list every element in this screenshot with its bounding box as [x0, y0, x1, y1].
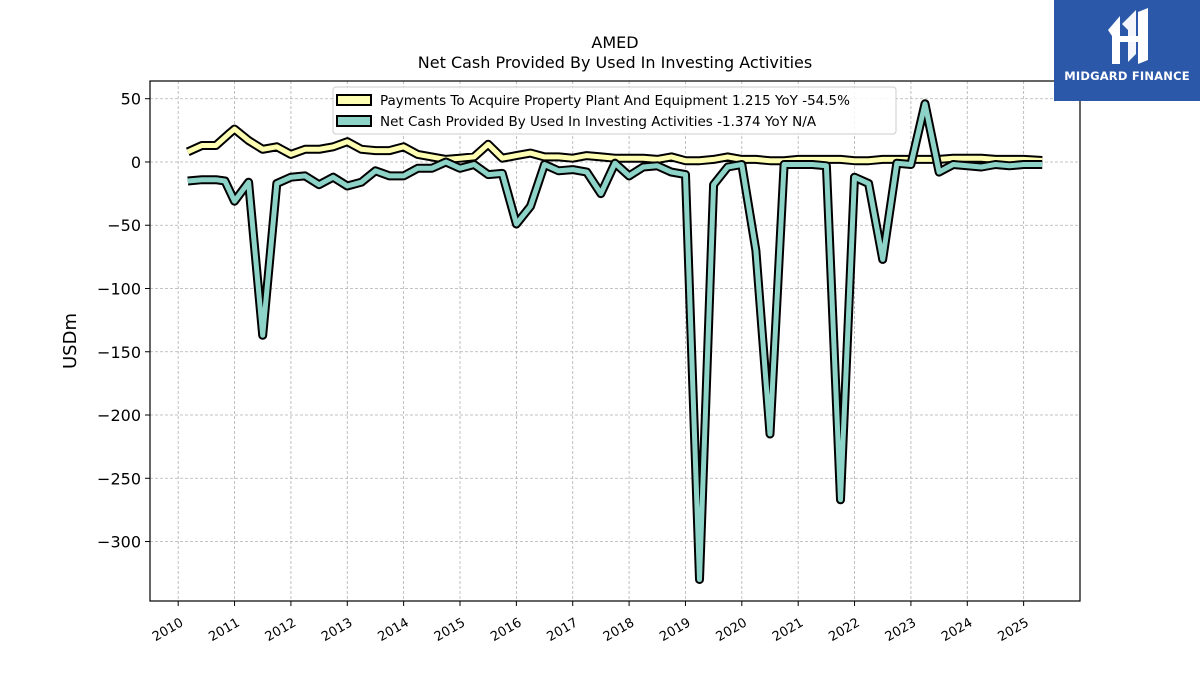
- x-tick-label: 2025: [995, 615, 1031, 645]
- legend-entry-label: Payments To Acquire Property Plant And E…: [380, 93, 850, 109]
- legend-entry-label: Net Cash Provided By Used In Investing A…: [380, 114, 817, 130]
- y-tick-label: −300: [97, 533, 141, 552]
- logo-text: MIDGARD FINANCE: [1064, 69, 1190, 83]
- x-tick-label: 2020: [714, 615, 750, 645]
- legend-swatch: [336, 94, 372, 106]
- x-tick-label: 2016: [488, 615, 524, 645]
- y-tick-label: −250: [97, 469, 141, 488]
- y-tick-label: −200: [97, 406, 141, 425]
- x-tick-label: 2024: [939, 615, 975, 645]
- y-axis: 50 0 −50 −100 −150 −200 −250 −300: [97, 90, 150, 552]
- y-axis-label: USDm: [60, 313, 81, 369]
- y-tick-label: −150: [97, 343, 141, 362]
- legend-swatch: [336, 115, 372, 127]
- x-tick-label: 2015: [432, 615, 468, 645]
- series-2-line: [187, 101, 1043, 582]
- legend: Payments To Acquire Property Plant And E…: [332, 86, 897, 135]
- series-lines: [185, 99, 1043, 584]
- x-tick-label: 2017: [545, 615, 581, 645]
- midgard-finance-logo: MIDGARD FINANCE: [1054, 0, 1200, 101]
- x-tick-label: 2021: [770, 615, 806, 645]
- x-axis: 2010 2011 2012 2013 2014 2015 2016 2017 2018 2019…: [150, 601, 1032, 645]
- x-tick-label: 2023: [883, 615, 919, 645]
- x-tick-label: 2018: [601, 615, 637, 645]
- x-tick-label: 2012: [263, 615, 299, 645]
- midgard-logo-icon: [1108, 8, 1148, 64]
- series-2-outline: [187, 99, 1043, 584]
- legend-box: [332, 86, 897, 135]
- chart-title: AMED: [591, 33, 638, 52]
- plot-frame: [149, 80, 1081, 602]
- x-tick-label: 2013: [319, 615, 355, 645]
- y-tick-label: −50: [107, 216, 141, 235]
- y-tick-label: −100: [97, 279, 141, 298]
- x-tick-label: 2011: [206, 615, 242, 645]
- x-tick-label: 2019: [657, 615, 693, 645]
- y-tick-label: 50: [121, 90, 141, 109]
- x-tick-label: 2014: [375, 615, 411, 645]
- chart-subtitle: Net Cash Provided By Used In Investing A…: [418, 53, 812, 72]
- x-tick-label: 2010: [150, 615, 186, 645]
- x-tick-label: 2022: [826, 615, 862, 645]
- y-tick-label: 0: [131, 153, 141, 172]
